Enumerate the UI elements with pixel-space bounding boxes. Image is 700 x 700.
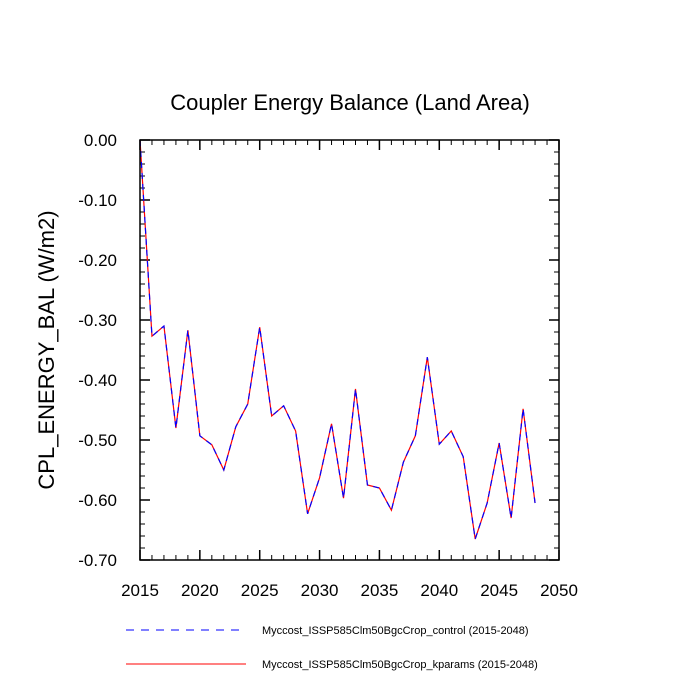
chart-title: Coupler Energy Balance (Land Area) — [170, 90, 530, 115]
axis-ticks: 2015 2020 2025 2030 2035 2040 2045 2050 0.00 -0.1… — [78, 131, 578, 600]
legend-label-kparams: Myccost_ISSP585Clm50BgcCrop_kparams (201… — [262, 659, 538, 671]
y-tick-label: -0.40 — [78, 371, 117, 390]
series-lines — [139, 139, 536, 540]
x-tick-label: 2035 — [361, 581, 399, 600]
series-line-control — [139, 139, 536, 540]
y-tick-label: -0.70 — [78, 551, 117, 570]
x-tick-label: 2025 — [241, 581, 279, 600]
x-tick-label: 2015 — [121, 581, 159, 600]
y-tick-label: -0.10 — [78, 191, 117, 210]
x-tick-label: 2050 — [540, 581, 578, 600]
x-tick-label: 2040 — [420, 581, 458, 600]
legend-label-control: Myccost_ISSP585Clm50BgcCrop_control (201… — [262, 625, 529, 637]
y-tick-label: -0.30 — [78, 311, 117, 330]
plot-frame — [139, 139, 560, 561]
y-tick-label: -0.20 — [78, 251, 117, 270]
y-tick-label: 0.00 — [84, 131, 117, 150]
x-tick-label: 2030 — [301, 581, 339, 600]
y-axis-label: CPL_ENERGY_BAL (W/m2) — [34, 210, 59, 489]
legend: Myccost_ISSP585Clm50BgcCrop_control (201… — [126, 625, 538, 671]
series-line-kparams — [139, 139, 536, 540]
y-tick-label: -0.50 — [78, 431, 117, 450]
x-tick-label: 2020 — [181, 581, 219, 600]
x-tick-label: 2045 — [480, 581, 518, 600]
y-tick-label: -0.60 — [78, 491, 117, 510]
